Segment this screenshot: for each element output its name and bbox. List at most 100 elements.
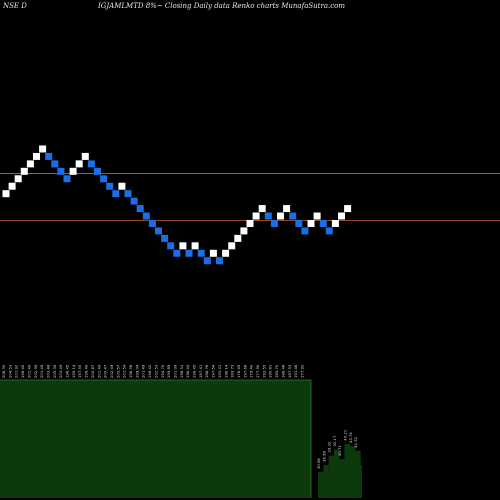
brick-price-label: 196.58	[128, 364, 133, 378]
volume-bar	[344, 443, 351, 498]
volume-value-label: 36.99	[321, 451, 326, 462]
brick-price-label: 198.42	[147, 364, 152, 378]
volume-panel	[0, 380, 311, 498]
brick-price-label: 193.41	[217, 364, 222, 378]
down-brick	[112, 190, 120, 198]
brick-price-label: 197.50	[77, 364, 82, 378]
down-brick	[203, 257, 211, 265]
brick-price-label: 200.87	[90, 364, 95, 378]
down-brick	[289, 212, 297, 220]
down-brick	[148, 219, 156, 227]
price-labels: 208.35 204.53 201.92 198.45 201.40 202.99 201.…	[1, 364, 358, 469]
brick-price-label: 194.70	[160, 364, 165, 378]
brick-price-label: 196.44	[185, 364, 190, 378]
volume-value-label: 40.71	[337, 445, 342, 456]
brick-price-label: 201.49	[39, 364, 44, 378]
brick-price-label: 190.81	[268, 364, 273, 378]
up-brick	[39, 145, 47, 153]
down-brick	[130, 197, 138, 205]
brick-price-label: 203.57	[115, 364, 120, 378]
down-brick	[136, 205, 144, 213]
down-brick	[319, 219, 327, 227]
down-brick	[264, 212, 272, 220]
brick-price-label: 201.49	[96, 364, 101, 378]
up-brick	[240, 227, 248, 235]
down-brick	[100, 175, 108, 183]
up-brick	[277, 212, 284, 220]
volume-bar	[318, 472, 324, 498]
brick-price-label: 205.39	[52, 364, 57, 378]
up-brick	[344, 205, 352, 213]
brick-price-label: 179.40	[249, 364, 254, 378]
brick-price-label: 199.04	[134, 364, 139, 378]
reference-lines	[0, 173, 500, 221]
up-brick	[191, 242, 199, 250]
down-brick	[87, 160, 95, 168]
up-brick	[313, 212, 321, 220]
brick-price-label: 199.14	[71, 364, 76, 378]
brick-price-label: 202.53	[153, 364, 158, 378]
brick-price-label: 201.49	[141, 364, 146, 378]
down-brick	[57, 167, 65, 175]
brick-price-label: 197.54	[211, 364, 216, 378]
up-brick	[283, 205, 291, 213]
volume-bar	[323, 464, 329, 498]
volume-value-label: 40.21	[343, 429, 348, 440]
volume-value-label: 29.32	[327, 441, 332, 452]
up-brick	[222, 249, 230, 257]
down-brick	[301, 227, 309, 235]
up-brick	[331, 219, 339, 227]
down-brick	[197, 249, 205, 257]
down-brick	[295, 219, 303, 227]
brick-price-label: 176.49	[236, 364, 241, 378]
up-brick	[246, 219, 254, 227]
volume-bar-tail	[360, 465, 362, 498]
down-brick	[142, 212, 150, 220]
down-brick	[124, 190, 132, 198]
brick-price-label: 177.92	[299, 364, 304, 378]
brick-price-label: 185.70	[274, 364, 279, 378]
up-brick	[307, 219, 315, 227]
down-brick	[94, 167, 101, 175]
down-brick	[270, 219, 278, 227]
up-brick	[75, 160, 83, 168]
up-brick	[209, 249, 217, 257]
volume-value-label: 30.96	[316, 458, 321, 469]
volume-value-label: 32.17	[332, 435, 337, 446]
brick-price-label: 201.09	[172, 364, 177, 378]
volume-bar	[333, 449, 340, 498]
renko-bricks	[2, 145, 352, 265]
brick-price-label: 201.40	[26, 364, 31, 378]
up-brick	[338, 212, 345, 220]
brick-price-label: 189.73	[230, 364, 235, 378]
brick-price-label: 201.54	[122, 364, 127, 378]
down-brick	[325, 227, 333, 235]
brick-price-label: 196.45	[65, 364, 70, 378]
brick-price-label: 187.53	[287, 364, 292, 378]
down-brick	[216, 257, 223, 265]
up-brick	[252, 212, 260, 220]
brick-price-label: 202.49	[109, 364, 114, 378]
brick-price-label: 199.45	[192, 364, 197, 378]
volume-bar	[328, 455, 335, 498]
volume-bar	[339, 459, 345, 498]
brick-price-label: 199.89	[166, 364, 171, 378]
up-brick	[33, 152, 40, 160]
brick-price-label: 204.53	[7, 364, 12, 378]
volume-area	[0, 379, 362, 498]
brick-price-label: 203.49	[58, 364, 63, 378]
volume-bar	[355, 450, 361, 498]
brick-price-label: 198.51	[179, 364, 184, 378]
up-brick	[179, 242, 187, 250]
chart-caption: IGJAMLMTD 8%~ Closing Daily data Renko c…	[98, 2, 346, 10]
brick-price-label: 200.47	[103, 364, 108, 378]
brick-price-label: 203.48	[45, 364, 50, 378]
brick-price-label: 186.76	[204, 364, 209, 378]
down-brick	[161, 234, 169, 242]
brick-price-label: 187.41	[198, 364, 203, 378]
down-brick	[51, 160, 59, 168]
chart-symbol-label: NSE D	[3, 2, 27, 10]
brick-price-label: 201.92	[14, 364, 19, 378]
brick-price-label: 193.55	[261, 364, 266, 378]
